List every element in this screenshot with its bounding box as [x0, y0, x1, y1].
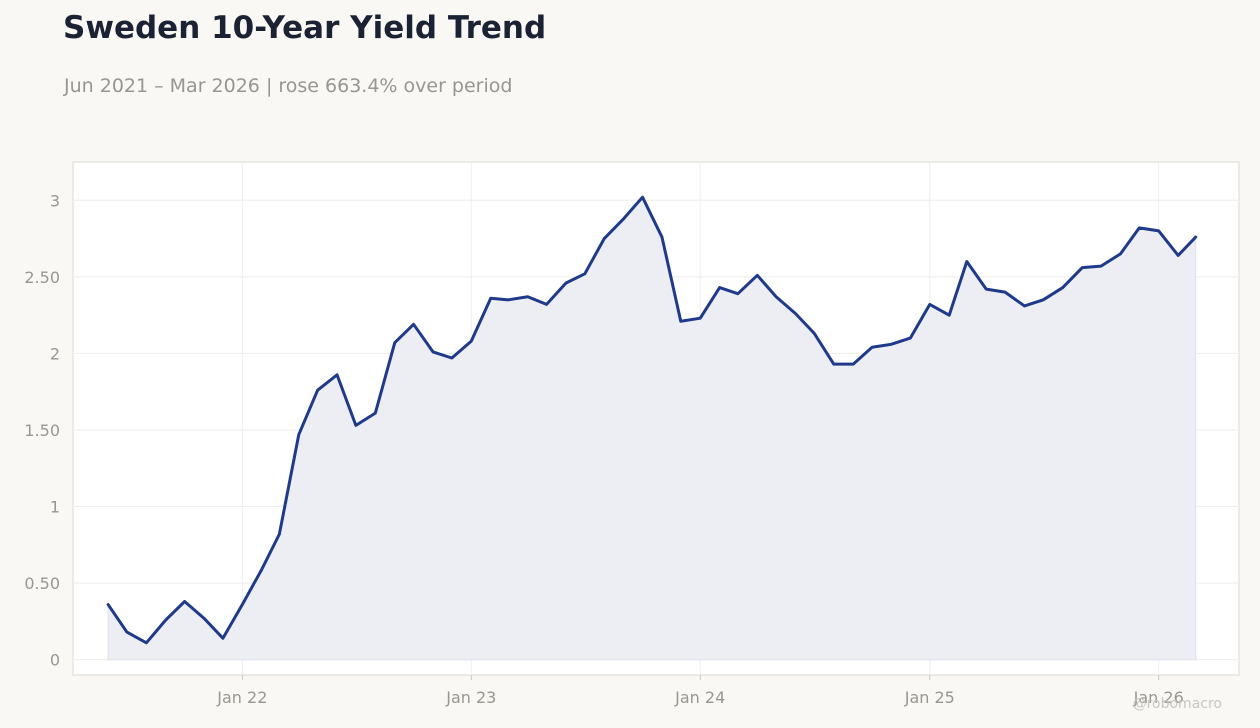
x-tick-label: Jan 22 [216, 688, 267, 707]
chart-subtitle: Jun 2021 – Mar 2026 | rose 663.4% over p… [64, 75, 513, 97]
data-point [660, 236, 663, 239]
data-point [1119, 252, 1122, 255]
data-point [928, 303, 931, 306]
data-point [1004, 291, 1007, 294]
data-point [985, 288, 988, 291]
data-point [641, 196, 644, 199]
data-point [164, 618, 167, 621]
data-point [507, 298, 510, 301]
y-tick-label: 0.50 [24, 574, 60, 593]
data-point [622, 217, 625, 220]
y-axis-ticks: 0 0.50 1 1.50 2 2.50 3 [24, 191, 60, 669]
data-point [1081, 266, 1084, 269]
data-point [526, 295, 529, 298]
y-tick-label: 2.50 [24, 268, 60, 287]
data-point [718, 286, 721, 289]
data-point [1157, 229, 1160, 232]
data-point [832, 363, 835, 366]
chart-title: Sweden 10-Year Yield Trend [63, 10, 547, 46]
y-tick-label: 1 [50, 498, 60, 517]
y-tick-label: 0 [50, 651, 60, 670]
data-point [794, 312, 797, 315]
data-point [1194, 236, 1197, 239]
data-point [183, 600, 186, 603]
data-point [545, 303, 548, 306]
data-point [1023, 304, 1026, 307]
data-point [583, 272, 586, 275]
y-tick-label: 1.50 [24, 421, 60, 440]
data-point [1100, 265, 1103, 268]
data-point [756, 274, 759, 277]
data-point [1138, 226, 1141, 229]
data-point [775, 295, 778, 298]
data-point [336, 373, 339, 376]
data-point [278, 533, 281, 536]
x-tick-label: Jan 23 [445, 688, 496, 707]
data-point [965, 260, 968, 263]
y-tick-label: 3 [50, 191, 60, 210]
data-point [679, 320, 682, 323]
data-point [564, 281, 567, 284]
data-point [260, 568, 263, 571]
data-point [736, 292, 739, 295]
data-point [316, 389, 319, 392]
data-point [948, 314, 951, 317]
data-point [871, 346, 874, 349]
data-point [393, 341, 396, 344]
yield-series-line [106, 195, 1198, 645]
x-tick-label: Jan 26 [1133, 688, 1184, 707]
data-point [432, 350, 435, 353]
x-tick-label: Jan 25 [904, 688, 955, 707]
data-point [813, 332, 816, 335]
y-tick-label: 2 [50, 344, 60, 363]
data-point [145, 641, 148, 644]
data-point [450, 357, 453, 360]
data-point [241, 603, 244, 606]
data-point [107, 603, 110, 606]
data-point [890, 343, 893, 346]
data-point [1061, 286, 1064, 289]
data-point [221, 637, 224, 640]
data-point [489, 297, 492, 300]
x-axis-ticks: Jan 22 Jan 23 Jan 24 Jan 25 Jan 26 [216, 675, 1184, 707]
data-point [1042, 298, 1045, 301]
data-point [125, 631, 128, 634]
data-point [412, 323, 415, 326]
data-point [374, 412, 377, 415]
data-point [909, 337, 912, 340]
data-point [297, 433, 300, 436]
watermark: @robomacro [1132, 696, 1222, 712]
data-point [1177, 254, 1180, 257]
data-point [699, 317, 702, 320]
data-point [470, 340, 473, 343]
data-point [354, 424, 357, 427]
data-point [603, 237, 606, 240]
x-tick-label: Jan 24 [674, 688, 725, 707]
data-point [203, 617, 206, 620]
data-point [852, 363, 855, 366]
